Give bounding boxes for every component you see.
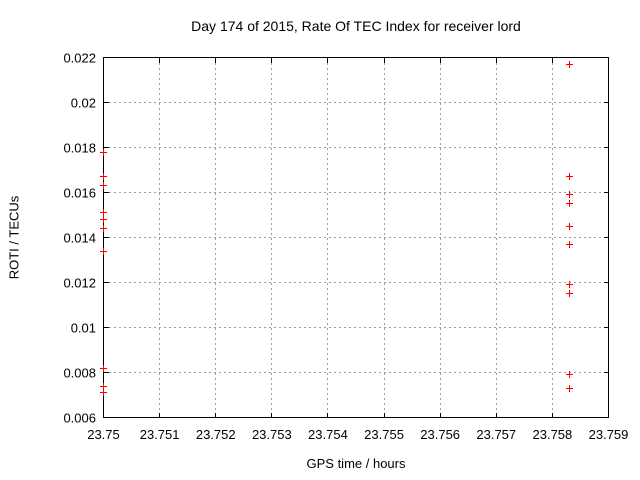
axis-tick (383, 412, 385, 418)
axis-tick (603, 147, 609, 148)
data-point-marker (565, 200, 573, 208)
h-gridline (103, 372, 609, 373)
x-tick-label: 23.759 (588, 427, 629, 442)
y-tick-label: 0.016 (63, 185, 96, 200)
data-point-marker (100, 382, 107, 390)
x-tick-label: 23.75 (87, 427, 120, 442)
axis-tick (103, 372, 109, 373)
y-tick-label: 0.01 (70, 320, 96, 335)
axis-tick (603, 282, 609, 283)
data-point-marker (100, 389, 107, 397)
x-tick-label: 23.756 (420, 427, 461, 442)
x-tick-label: 23.751 (139, 427, 180, 442)
axis-tick (103, 237, 109, 238)
y-tick-label: 0.018 (63, 140, 96, 155)
axis-tick (603, 192, 609, 193)
axis-tick (603, 372, 609, 373)
x-tick-label: 23.758 (532, 427, 573, 442)
axis-tick (608, 412, 609, 418)
axis-tick (103, 147, 109, 148)
axis-tick (603, 237, 609, 238)
data-point-marker (100, 173, 107, 181)
data-point-marker (565, 281, 573, 289)
h-gridline (103, 327, 609, 328)
data-point-marker (565, 60, 573, 68)
h-gridline (103, 147, 609, 148)
y-tick-label: 0.014 (63, 230, 96, 245)
data-point-marker (565, 384, 573, 392)
axis-tick (103, 282, 109, 283)
axis-tick (159, 57, 161, 63)
axis-tick (103, 192, 109, 193)
x-tick-label: 23.755 (364, 427, 404, 442)
axis-tick (271, 412, 273, 418)
data-point-marker (100, 182, 107, 190)
data-point-marker (565, 173, 573, 181)
y-tick-label: 0.008 (63, 365, 96, 380)
data-point-marker (565, 191, 573, 199)
x-tick-label: 23.754 (308, 427, 348, 442)
axis-tick (603, 57, 609, 58)
axis-tick (215, 57, 217, 63)
data-point-marker (100, 247, 107, 255)
y-tick-label: 0.006 (63, 410, 96, 425)
x-tick-label: 23.752 (195, 427, 236, 442)
axis-tick (495, 412, 497, 418)
data-point-marker (100, 225, 107, 232)
data-point-marker (565, 290, 573, 298)
h-gridline (103, 237, 609, 238)
x-axis-label: GPS time / hours (306, 456, 406, 471)
axis-tick (103, 412, 104, 418)
axis-tick (103, 57, 109, 58)
axis-tick (327, 57, 329, 63)
axis-tick (439, 412, 441, 418)
axis-tick (103, 417, 109, 418)
axis-tick (103, 102, 109, 103)
x-tick-label: 23.757 (476, 427, 517, 442)
data-point-marker (565, 371, 573, 379)
axis-tick (608, 57, 609, 63)
axis-tick (383, 57, 385, 63)
axis-tick (439, 57, 441, 63)
axis-tick (103, 327, 109, 328)
data-point-marker (100, 148, 107, 156)
axis-tick (327, 412, 329, 418)
x-tick-label: 23.753 (251, 427, 292, 442)
axis-tick (215, 412, 217, 418)
axis-tick (495, 57, 497, 63)
axis-tick (603, 327, 609, 328)
y-tick-label: 0.012 (63, 275, 96, 290)
h-gridline (103, 102, 609, 103)
data-point-marker (565, 222, 573, 230)
axis-tick (603, 417, 609, 418)
h-gridline (103, 192, 609, 193)
axis-tick (103, 57, 104, 63)
data-point-marker (100, 209, 107, 217)
data-point-marker (100, 364, 107, 372)
data-point-marker (565, 240, 573, 248)
h-gridline (103, 282, 609, 283)
y-tick-label: 0.022 (63, 50, 96, 65)
axis-tick (551, 57, 553, 63)
axis-tick (159, 412, 161, 418)
chart-title: Day 174 of 2015, Rate Of TEC Index for r… (191, 18, 521, 34)
data-point-marker (100, 216, 107, 223)
axis-tick (271, 57, 273, 63)
y-tick-label: 0.02 (70, 95, 96, 110)
axis-tick (551, 412, 553, 418)
axis-tick (603, 102, 609, 103)
